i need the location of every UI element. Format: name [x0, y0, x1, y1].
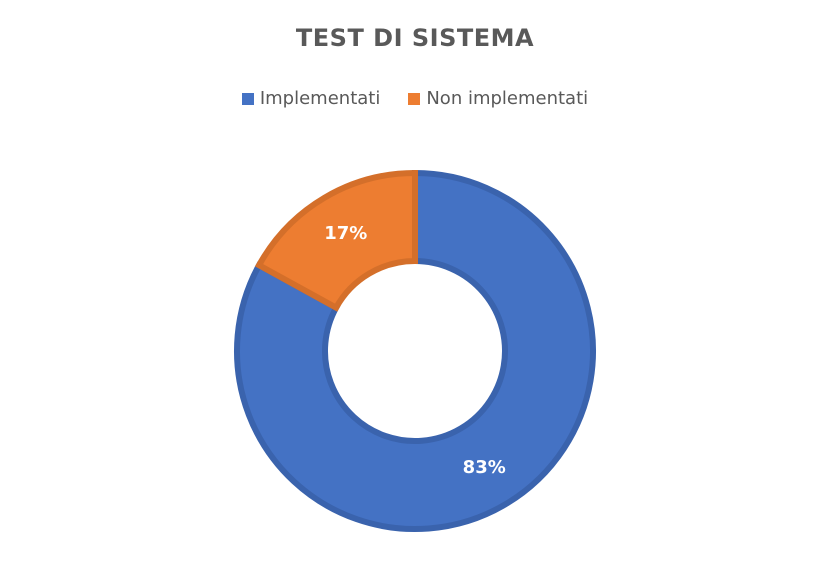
data-label-non-implementati: 17% — [324, 223, 367, 244]
legend-item-non-implementati: Non implementati — [408, 88, 588, 109]
legend-item-implementati: Implementati — [241, 88, 381, 109]
legend-label-implementati: Implementati — [259, 88, 381, 109]
chart-title: TEST DI SISTEMA — [295, 24, 535, 52]
legend: Implementati Non implementati — [0, 88, 830, 109]
data-label-implementati: 83% — [463, 457, 506, 478]
slice-non-implementati — [254, 169, 418, 312]
legend-swatch-implementati — [241, 92, 254, 105]
legend-swatch-non-implementati — [408, 92, 421, 105]
legend-label-non-implementati: Non implementati — [426, 88, 589, 109]
slice-implementati — [234, 169, 596, 532]
